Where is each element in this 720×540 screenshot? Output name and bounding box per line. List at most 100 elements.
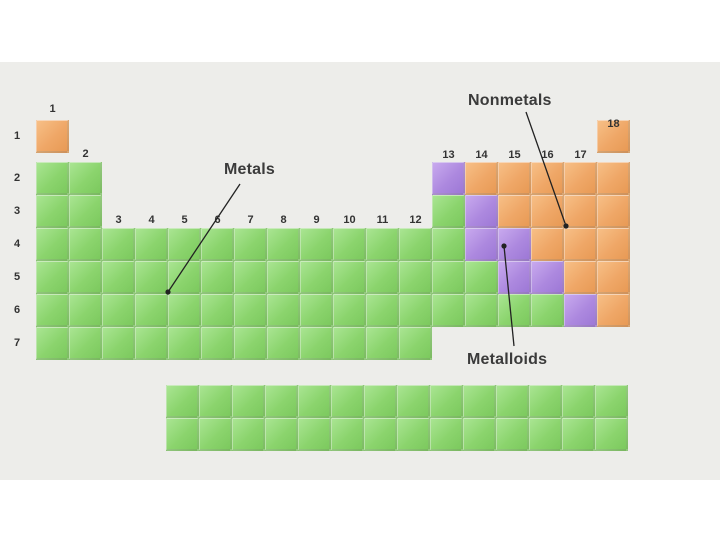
element-cell-metal	[168, 228, 201, 261]
f-block-cell	[529, 418, 562, 451]
element-cell-metal	[69, 294, 102, 327]
element-cell-metal	[168, 294, 201, 327]
element-cell-metal	[300, 294, 333, 327]
f-block-cell	[529, 385, 562, 418]
element-cell-metal	[69, 162, 102, 195]
element-cell-nonmetal	[36, 120, 69, 153]
element-cell-metal	[201, 327, 234, 360]
group-number: 1	[49, 103, 56, 115]
element-cell-metal	[102, 294, 135, 327]
element-cell-metal	[399, 327, 432, 360]
element-cell-metal	[69, 228, 102, 261]
group-number: 8	[280, 214, 287, 226]
element-cell-metal	[498, 294, 531, 327]
f-block-cell	[562, 385, 595, 418]
element-cell-metal	[333, 327, 366, 360]
element-cell-metal	[102, 261, 135, 294]
metalloids-label: Metalloids	[467, 351, 548, 368]
element-cell-metal	[36, 228, 69, 261]
element-cell-metalloid	[465, 195, 498, 228]
group-number: 7	[247, 214, 254, 226]
element-cell-nonmetal	[531, 162, 564, 195]
group-number: 3	[115, 214, 122, 226]
f-block-cell	[166, 418, 199, 451]
element-cell-metal	[69, 327, 102, 360]
element-cell-metal	[135, 327, 168, 360]
period-number: 5	[14, 271, 21, 283]
element-cell-metal	[366, 228, 399, 261]
f-block-cell	[199, 418, 232, 451]
nonmetals-label: Nonmetals	[468, 92, 552, 109]
f-block-cell	[430, 385, 463, 418]
f-block-cell	[397, 385, 430, 418]
element-cell-metal	[201, 261, 234, 294]
group-number: 9	[313, 214, 320, 226]
group-number: 4	[148, 214, 155, 226]
f-block-cell	[463, 418, 496, 451]
element-cell-metal	[102, 228, 135, 261]
element-cell-nonmetal	[597, 228, 630, 261]
f-block-cell	[397, 418, 430, 451]
element-cell-metal	[432, 195, 465, 228]
element-cell-metalloid	[432, 162, 465, 195]
f-block-cell	[232, 418, 265, 451]
element-cell-nonmetal	[498, 162, 531, 195]
f-block-cell	[331, 418, 364, 451]
group-number: 15	[508, 149, 521, 161]
group-number: 10	[343, 214, 356, 226]
group-number: 16	[541, 149, 554, 161]
element-cell-metal	[366, 294, 399, 327]
f-block-cell	[496, 385, 529, 418]
element-cell-metal	[135, 228, 168, 261]
f-block-cell	[298, 385, 331, 418]
element-cell-metal	[399, 228, 432, 261]
element-cell-metal	[432, 294, 465, 327]
element-cell-nonmetal	[465, 162, 498, 195]
f-block-cell	[496, 418, 529, 451]
group-number: 11	[376, 214, 389, 226]
element-cell-metal	[531, 294, 564, 327]
element-cell-nonmetal	[597, 195, 630, 228]
element-cell-metal	[234, 294, 267, 327]
period-number: 4	[14, 238, 21, 250]
element-cell-metal	[135, 261, 168, 294]
f-block-cell	[595, 385, 628, 418]
group-number: 13	[442, 149, 455, 161]
f-block-cell	[364, 385, 397, 418]
element-cell-metal	[333, 294, 366, 327]
period-number: 6	[14, 304, 21, 316]
element-cell-metalloid	[531, 261, 564, 294]
f-block-cell	[232, 385, 265, 418]
element-cell-nonmetal	[531, 195, 564, 228]
f-block-cell	[199, 385, 232, 418]
element-cell-metal	[267, 261, 300, 294]
element-cell-metal	[201, 228, 234, 261]
element-cell-metal	[432, 228, 465, 261]
element-cell-metal	[36, 327, 69, 360]
f-block-cell	[562, 418, 595, 451]
element-cell-metalloid	[498, 261, 531, 294]
period-number: 3	[14, 205, 21, 217]
period-number: 1	[14, 130, 21, 142]
element-cell-metal	[102, 327, 135, 360]
element-cell-metal	[399, 261, 432, 294]
element-cell-metal	[399, 294, 432, 327]
period-number: 2	[14, 172, 21, 184]
element-cell-nonmetal	[564, 162, 597, 195]
group-number: 2	[82, 148, 89, 160]
element-cell-metal	[234, 228, 267, 261]
element-cell-metal	[465, 261, 498, 294]
group-number: 12	[409, 214, 422, 226]
element-cell-metal	[234, 327, 267, 360]
element-cell-metal	[366, 327, 399, 360]
group-number: 18	[607, 118, 620, 130]
group-number: 14	[475, 149, 488, 161]
element-cell-metal	[333, 228, 366, 261]
element-cell-metal	[267, 228, 300, 261]
element-cell-metal	[267, 294, 300, 327]
f-block-cell	[166, 385, 199, 418]
element-cell-metal	[168, 261, 201, 294]
element-cell-metal	[333, 261, 366, 294]
element-cell-nonmetal	[564, 228, 597, 261]
element-cell-metal	[432, 261, 465, 294]
